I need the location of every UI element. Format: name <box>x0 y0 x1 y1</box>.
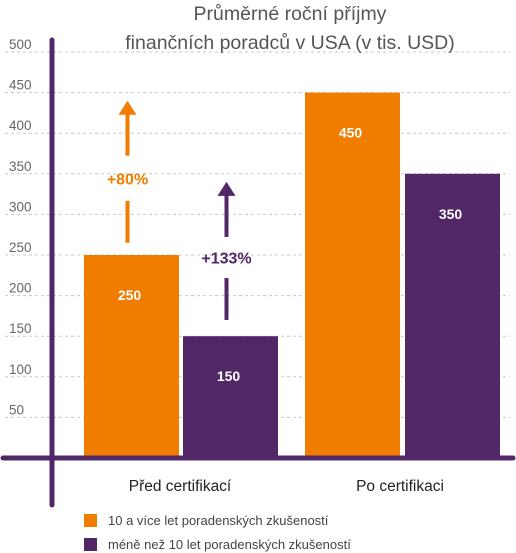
bar <box>84 255 179 458</box>
category-label: Po certifikaci <box>356 478 444 495</box>
data-label: 350 <box>439 206 463 222</box>
bar <box>183 336 278 458</box>
arrow-head <box>217 181 236 196</box>
bar <box>405 173 500 459</box>
category-label: Před certifikací <box>129 478 232 495</box>
bars <box>84 92 500 459</box>
bar <box>305 92 400 458</box>
arrow-head <box>118 100 137 115</box>
y-tick-label: 300 <box>9 199 32 214</box>
y-tick-label: 150 <box>9 321 32 336</box>
annotations: +80% +133% <box>107 100 252 320</box>
axes <box>0 37 516 508</box>
legend: 10 a více let poradenských zkušeností mén… <box>84 513 351 552</box>
legend-label: 10 a více let poradenských zkušeností <box>108 513 329 528</box>
legend-swatch <box>84 514 97 527</box>
data-label: 250 <box>118 287 142 303</box>
y-tick-labels: 50 100 150 200 250 300 350 400 450 500 <box>9 37 32 417</box>
data-label: 450 <box>339 125 363 141</box>
annotation-label: +133% <box>201 250 251 267</box>
y-tick-label: 100 <box>9 362 32 377</box>
legend-swatch <box>84 538 97 551</box>
data-label: 150 <box>217 368 241 384</box>
y-tick-label: 400 <box>9 118 32 133</box>
legend-label: méně než 10 let poradenských zkušeností <box>108 537 351 552</box>
y-tick-label: 200 <box>9 281 32 296</box>
y-tick-label: 500 <box>9 37 32 52</box>
title-line: finančních poradců v USA (v tis. USD) <box>125 32 454 54</box>
y-tick-label: 50 <box>9 402 24 417</box>
category-labels: Před certifikací Po certifikaci <box>129 478 444 495</box>
data-labels: 250 450 150 350 <box>118 125 463 385</box>
y-tick-label: 350 <box>9 159 32 174</box>
y-tick-label: 250 <box>9 240 32 255</box>
chart-title: Průměrné roční příjmy finančních poradců … <box>125 3 454 54</box>
y-tick-label: 450 <box>9 78 32 93</box>
annotation-label: +80% <box>107 171 148 188</box>
title-line: Průměrné roční příjmy <box>194 3 387 25</box>
